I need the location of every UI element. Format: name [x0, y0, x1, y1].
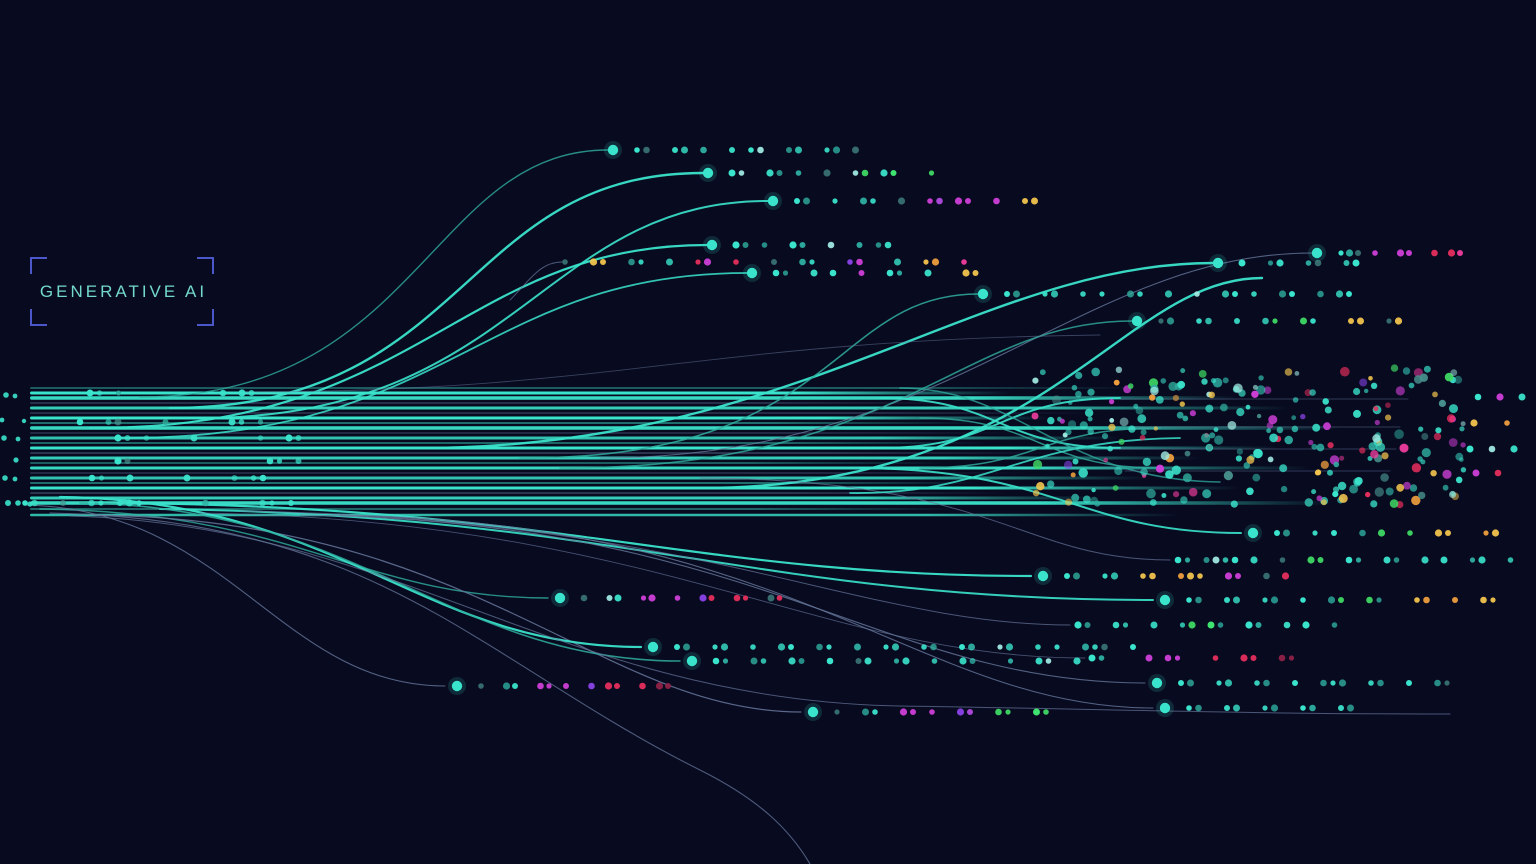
bracket-top-right-icon	[197, 257, 214, 274]
bracket-top-left-icon	[30, 257, 47, 274]
label-frame: GENERATIVE AI	[30, 257, 214, 326]
bracket-bottom-right-icon	[197, 309, 214, 326]
line-bundle	[30, 387, 1340, 517]
dot-trails	[22, 141, 1526, 721]
dot-scatter	[1031, 364, 1467, 509]
flow-curves	[24, 149, 1451, 864]
left-edge-dots	[0, 392, 33, 507]
generative-ai-label: GENERATIVE AI	[39, 281, 208, 301]
bracket-bottom-left-icon	[30, 309, 47, 326]
